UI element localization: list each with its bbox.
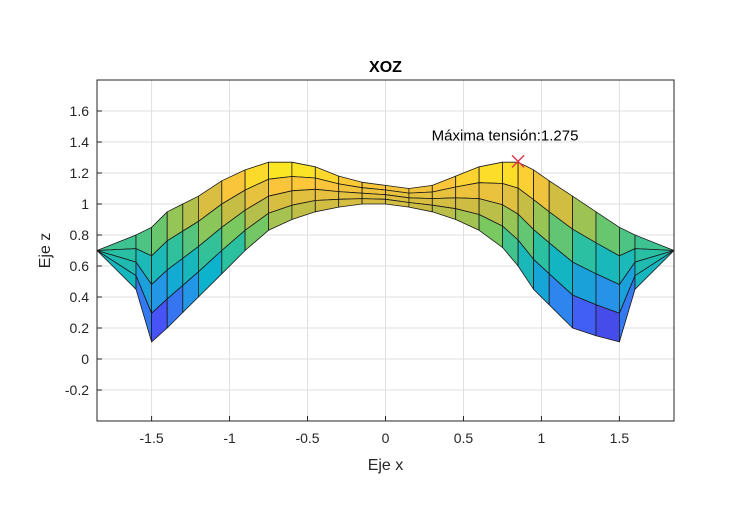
x-tick-label: -1.5 <box>140 430 164 446</box>
x-axis-label: Eje x <box>368 457 404 474</box>
y-tick-label: 1.4 <box>70 134 90 150</box>
annotation-group: Máxima tensión:1.275 <box>432 127 579 168</box>
y-tick-label: 1.6 <box>70 103 90 119</box>
x-tick-label: -0.5 <box>295 430 319 446</box>
surface-facet <box>361 198 386 205</box>
max-annotation: Máxima tensión:1.275 <box>432 127 579 144</box>
max-marker-icon[interactable] <box>511 154 525 168</box>
y-tick-label: 0.6 <box>70 258 90 274</box>
x-tick-label: 0.5 <box>454 430 474 446</box>
x-tick-label: 1 <box>538 430 546 446</box>
max-marker-stroke <box>511 154 525 168</box>
y-tick-label: 0.8 <box>70 227 90 243</box>
x-tick-label: 1.5 <box>610 430 630 446</box>
y-tick-label: 1 <box>81 196 89 212</box>
x-tick-label: 0 <box>382 430 390 446</box>
y-axis-label: Eje z <box>37 233 54 269</box>
x-tick-label: -1 <box>223 430 236 446</box>
surface-facet <box>291 176 316 192</box>
chart-title: XOZ <box>369 59 402 76</box>
y-tick-label: -0.2 <box>65 382 89 398</box>
y-tick-label: 0.2 <box>70 320 90 336</box>
y-tick-label: 1.2 <box>70 165 90 181</box>
y-tick-label: 0.4 <box>70 289 90 305</box>
surface-facet <box>314 188 340 201</box>
tick-labels: -1.5 -1 -0.5 0 0.5 1 1.5 -0.2 0 0.2 0.4 0.6 0.8 1 1.2 1… <box>65 103 629 446</box>
surface-plot[interactable] <box>96 161 675 343</box>
surface-facet <box>338 191 363 200</box>
surface-facet <box>634 250 675 290</box>
y-tick-label: 0 <box>81 351 89 367</box>
